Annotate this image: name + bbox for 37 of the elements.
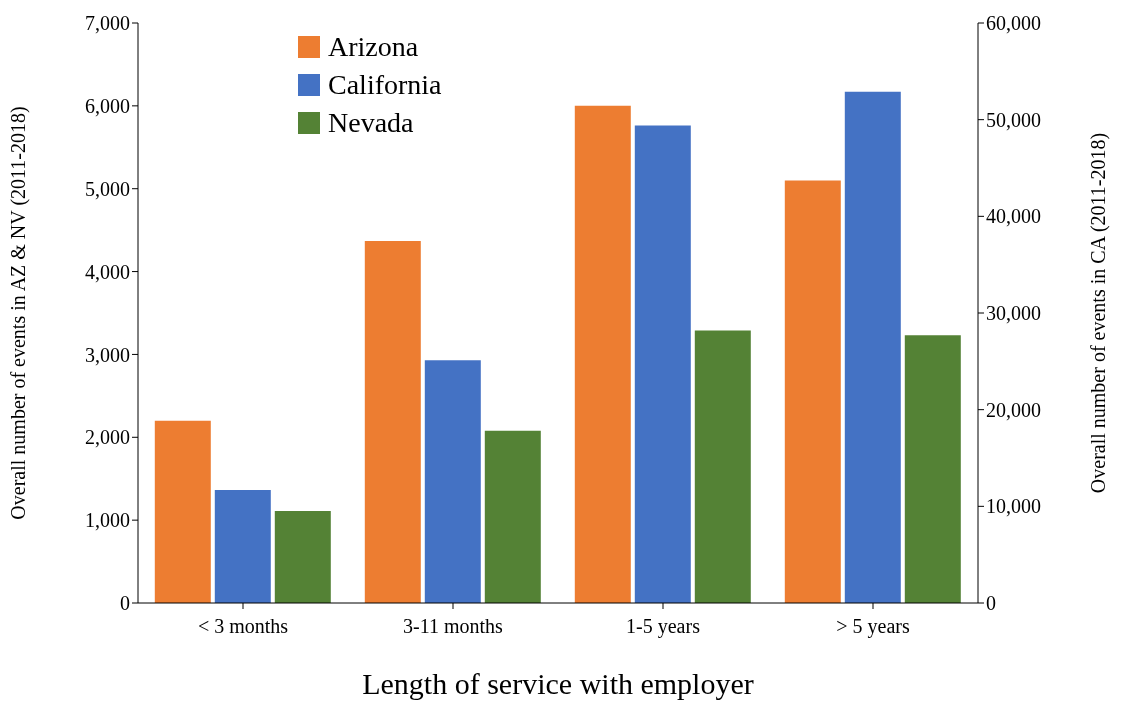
bar (274, 511, 331, 603)
bar (904, 335, 961, 603)
bar (844, 91, 901, 603)
y2-axis-title: Overall number of events in CA (2011-2018) (1087, 132, 1111, 494)
y2-tick-label: 20,000 (986, 398, 1041, 421)
bar (574, 105, 631, 603)
y2-tick-label: 50,000 (986, 108, 1041, 131)
bar (484, 430, 541, 603)
bar (214, 489, 271, 603)
y2-tick-label: 0 (986, 592, 996, 615)
bar (784, 180, 841, 603)
x-tick-label: > 5 years (836, 615, 910, 639)
bar (364, 240, 421, 603)
y-tick-label: 3,000 (85, 343, 130, 366)
x-axis-title: Length of service with employer (362, 667, 754, 701)
y-tick-label: 7,000 (85, 12, 130, 35)
x-tick-label: < 3 months (197, 615, 289, 638)
y-tick-label: 2,000 (85, 426, 130, 449)
y2-tick-label: 40,000 (986, 205, 1041, 228)
y-tick-label: 6,000 (85, 94, 130, 117)
y-axis-title: Overall number of events in AZ & NV (2011-2018) (7, 106, 31, 520)
y2-tick-label: 30,000 (986, 302, 1041, 325)
bar (154, 420, 211, 603)
legend-label: Nevada (328, 107, 414, 139)
legend-label: California (328, 69, 442, 101)
x-tick-label: 3-11 months (403, 615, 504, 638)
y2-tick-label: 60,000 (986, 12, 1041, 35)
legend-label: Arizona (328, 31, 419, 63)
y-tick-label: 4,000 (85, 260, 130, 283)
y-tick-label: 5,000 (85, 177, 130, 200)
bar (694, 330, 751, 603)
bar (634, 125, 691, 603)
x-tick-label: 1-5 years (626, 615, 701, 639)
y-tick-label: 0 (120, 592, 130, 615)
y-tick-label: 1,000 (85, 509, 130, 532)
y2-tick-label: 10,000 (986, 495, 1041, 518)
bar (424, 360, 481, 603)
